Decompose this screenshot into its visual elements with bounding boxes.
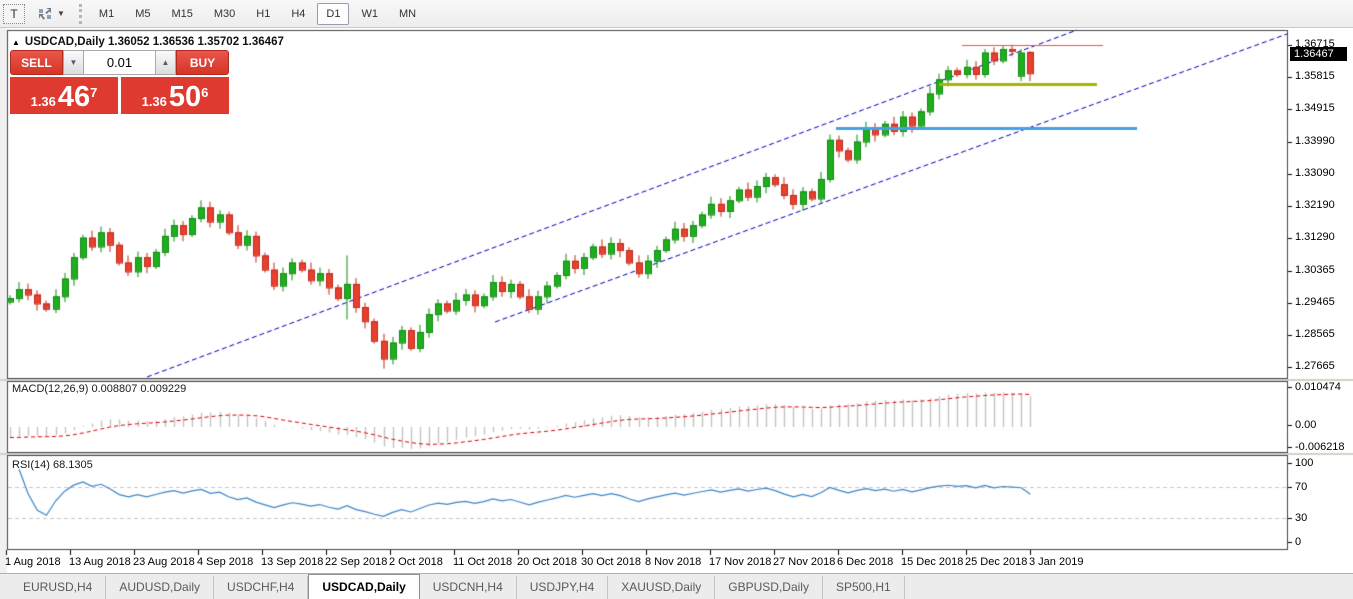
buy-button[interactable]: BUY: [176, 50, 229, 75]
ohlc-text: USDCAD,Daily 1.36052 1.36536 1.35702 1.3…: [24, 36, 284, 48]
spinner-down-icon: ▼: [69, 58, 78, 67]
timeframe-button-mn[interactable]: MN: [398, 7, 417, 20]
text-tool-label: T: [10, 6, 18, 21]
date-label: 11 Oct 2018: [453, 556, 513, 568]
timeframe-button-d1[interactable]: D1: [317, 2, 350, 25]
timeframe-toolbar: M1 M5 M15 M30 H1 H4 D1 W1 MN: [90, 2, 428, 25]
chart-tab-usdjpy[interactable]: USDJPY,H4: [517, 576, 609, 599]
rsi-axis-label: 70: [1295, 480, 1308, 493]
timeframe-button-m30[interactable]: M30: [213, 7, 236, 20]
spinner-up-icon: ▲: [161, 58, 170, 67]
chart-tab-xauusd[interactable]: XAUUSD,Daily: [608, 576, 716, 599]
expand-arrow-icon[interactable]: ▲: [12, 37, 20, 47]
date-label: 1 Aug 2018: [5, 556, 61, 568]
bid-price-point: 7: [90, 85, 98, 100]
crosshair-tool-button[interactable]: ▼: [33, 5, 69, 23]
price-axis-label: 1.32190: [1295, 198, 1335, 211]
date-label: 25 Dec 2018: [965, 556, 1028, 568]
bid-price-display[interactable]: 1.36 46 7: [10, 77, 118, 114]
timeframe-button-m15[interactable]: M15: [171, 7, 193, 20]
volume-input[interactable]: [84, 50, 155, 75]
ask-price-display[interactable]: 1.36 50 6: [121, 77, 229, 114]
toolbar-separator: [78, 3, 82, 24]
current-price-tag: 1.36467: [1290, 46, 1347, 61]
price-axis-label: 1.27665: [1295, 359, 1335, 372]
date-label: 3 Jan 2019: [1029, 556, 1084, 568]
date-label: 17 Nov 2018: [709, 556, 772, 568]
volume-decrease-button[interactable]: ▼: [63, 50, 84, 75]
rsi-axis-label: 100: [1295, 457, 1314, 469]
timeframe-button-m1[interactable]: M1: [98, 7, 115, 20]
sell-button[interactable]: SELL: [10, 50, 63, 75]
chart-tab-gbpusd[interactable]: GBPUSD,Daily: [715, 576, 823, 599]
macd-axis-label: -0.006218: [1295, 441, 1345, 453]
rsi-label: RSI(14) 68.1305: [12, 459, 93, 471]
rsi-axis-label: 30: [1295, 512, 1308, 525]
top-toolbar: T ▼ M1 M5 M15 M30 H1 H4 D1 W1 MN: [0, 0, 1353, 28]
price-axis-label: 1.28565: [1295, 327, 1335, 340]
rsi-axis-label: 0: [1295, 536, 1302, 548]
chevron-down-icon: ▼: [57, 9, 65, 18]
price-axis-label: 1.35815: [1295, 70, 1335, 83]
date-label: 4 Sep 2018: [197, 556, 254, 568]
one-click-trading-widget: SELL ▼ ▲ BUY 1.36 46 7 1.36 50 6: [10, 50, 229, 114]
timeframe-button-m5[interactable]: M5: [135, 7, 151, 20]
timeframe-button-h4[interactable]: H4: [291, 7, 306, 20]
date-label: 27 Nov 2018: [773, 556, 836, 568]
date-label: 2 Oct 2018: [389, 556, 443, 568]
price-axis-label: 1.29465: [1295, 295, 1335, 308]
buy-label: BUY: [189, 55, 216, 70]
date-label: 13 Aug 2018: [69, 556, 131, 568]
price-axis-label: 1.33990: [1295, 134, 1335, 147]
date-label: 6 Dec 2018: [837, 556, 894, 568]
bid-price-pips: 46: [57, 81, 91, 113]
price-axis-label: 1.30365: [1295, 263, 1335, 276]
price-axis-label: 1.34915: [1295, 102, 1335, 115]
chart-tab-usdcad[interactable]: USDCAD,Daily: [308, 574, 420, 599]
bid-price-major: 1.36: [30, 94, 56, 109]
tick-arrows-icon: [37, 7, 53, 21]
chart-ohlc-header: ▲ USDCAD,Daily 1.36052 1.36536 1.35702 1…: [12, 36, 284, 48]
chart-tab-sp500[interactable]: SP500,H1: [823, 576, 905, 599]
volume-increase-button[interactable]: ▲: [155, 50, 176, 75]
chart-tab-audusd[interactable]: AUDUSD,Daily: [106, 576, 215, 599]
timeframe-button-h1[interactable]: H1: [256, 7, 271, 20]
timeframe-button-w1[interactable]: W1: [361, 7, 378, 20]
macd-axis-label: 0.010474: [1295, 381, 1341, 393]
chart-tab-bar: EURUSD,H4 AUDUSD,Daily USDCHF,H4 USDCAD,Dai…: [0, 573, 1353, 599]
price-axis-label: 1.31290: [1295, 231, 1335, 244]
chart-tab-usdchf[interactable]: USDCHF,H4: [214, 576, 309, 599]
chart-surface[interactable]: [0, 28, 1353, 573]
ask-price-major: 1.36: [141, 94, 167, 109]
ask-price-pips: 50: [168, 81, 202, 113]
date-label: 20 Oct 2018: [517, 556, 577, 568]
date-label: 13 Sep 2018: [261, 556, 324, 568]
sell-label: SELL: [21, 55, 52, 70]
macd-label: MACD(12,26,9) 0.008807 0.009229: [12, 383, 187, 395]
price-axis-label: 1.33090: [1295, 166, 1335, 179]
date-label: 30 Oct 2018: [581, 556, 641, 568]
date-label: 15 Dec 2018: [901, 556, 964, 568]
chart-tab-eurusd[interactable]: EURUSD,H4: [10, 576, 107, 599]
date-label: 23 Aug 2018: [133, 556, 195, 568]
text-tool-button[interactable]: T: [3, 3, 25, 24]
chart-tab-usdcnh[interactable]: USDCNH,H4: [420, 576, 517, 599]
date-label: 8 Nov 2018: [645, 556, 702, 568]
ask-price-point: 6: [201, 85, 209, 100]
macd-axis-label: 0.00: [1295, 419, 1317, 431]
date-label: 22 Sep 2018: [325, 556, 388, 568]
